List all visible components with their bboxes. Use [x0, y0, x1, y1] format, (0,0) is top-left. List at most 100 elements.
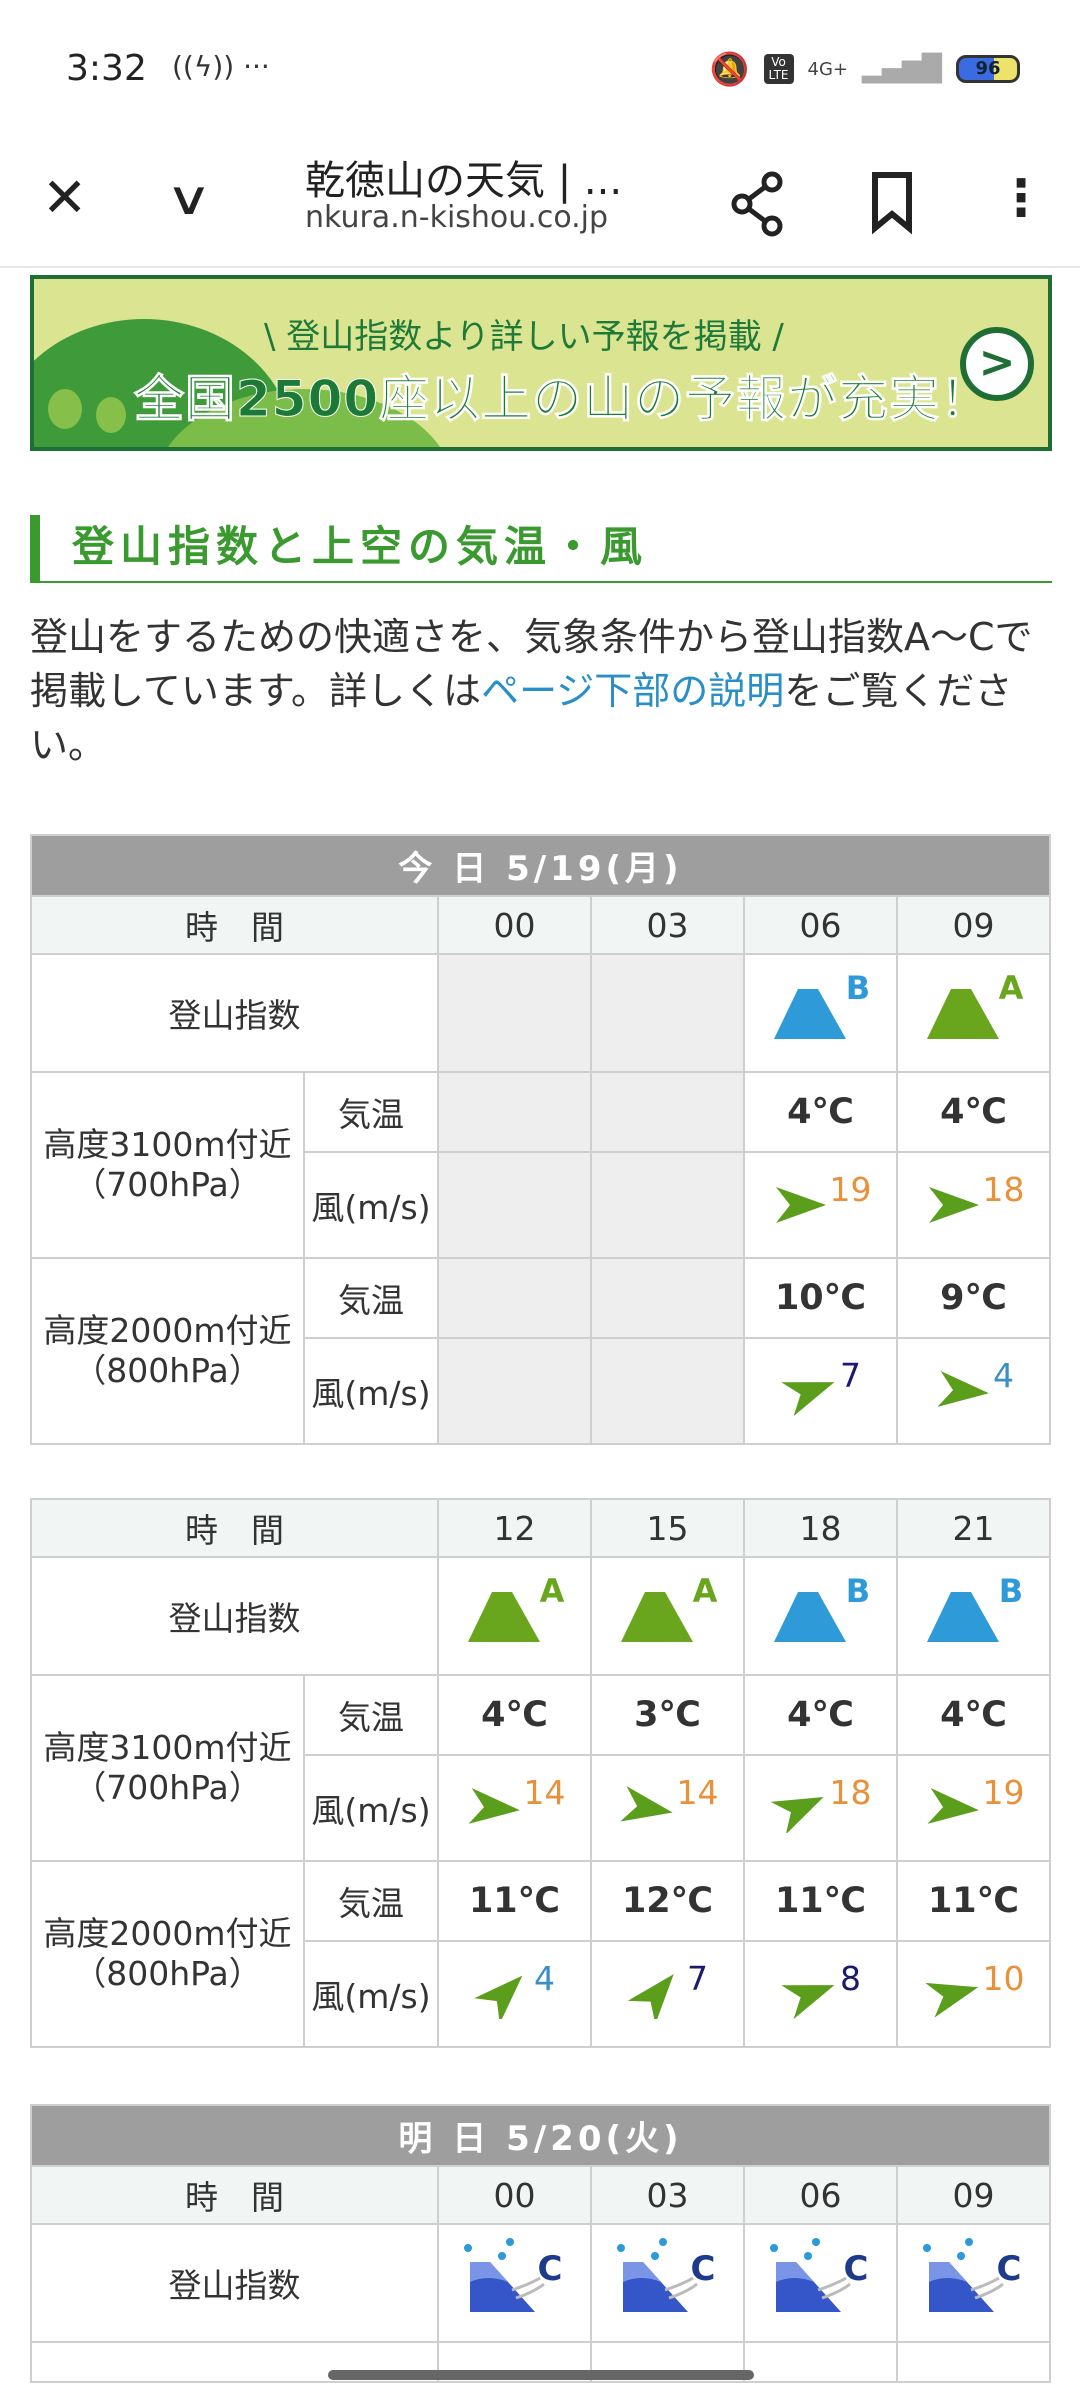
index-cell: C [896, 2223, 1051, 2343]
empty-cell [590, 1337, 745, 1445]
temp-cell: 4℃ [437, 1674, 592, 1756]
altitude-label: 高度2000m付近 （800hPa） [30, 1257, 305, 1445]
altitude: 高度3100m付近 [43, 1728, 292, 1767]
section-heading: 登山指数と上空の気温・風 [30, 515, 1052, 583]
time-cell: 03 [590, 895, 745, 955]
index-letter: C [843, 2249, 868, 2289]
index-label: 登山指数 [30, 953, 439, 1073]
temp-cell: 12℃ [590, 1860, 745, 1942]
browser-toolbar: ✕ ∨ 乾徳山の天気 | ... nkura.n-kishou.co.jp ⋮ [0, 140, 1080, 268]
temp-row: 高度3100m付近 （700hPa） 気温 4℃ 3℃ 4℃ 4℃ [30, 1674, 1051, 1862]
tree-icon [48, 389, 82, 429]
gesture-nav-bar[interactable] [328, 2370, 754, 2380]
index-letter: A [539, 1572, 564, 1610]
mute-bell-icon: 🔕 [709, 50, 750, 88]
temp-label: 気温 [303, 1071, 439, 1153]
temp-cell: 11℃ [437, 1860, 592, 1942]
altitude-label: 高度2000m付近 （800hPa） [30, 1860, 305, 2048]
climb-index-c-icon: C [769, 2238, 868, 2312]
wind-speed: 19 [829, 1169, 872, 1209]
wind-label: 風(m/s) [303, 1754, 439, 1862]
wind-cell: 18 [896, 1151, 1051, 1259]
day-header: 今 日 5/19(月) [30, 834, 1051, 897]
wind-speed: 18 [829, 1772, 872, 1812]
wind-arrow-icon [474, 1975, 523, 2024]
clock: 3:32 [66, 48, 147, 89]
wind-speed: 10 [982, 1958, 1025, 1998]
status-bar: 3:32 ((ϟ)) ··· 🔕 Vo LTE 4G+ ▂▄▆█ 96 [0, 0, 1080, 140]
wind-row: 風(m/s) 14 14 18 19 [31, 1754, 1051, 1862]
index-cell: C [437, 2223, 592, 2343]
time-cell: 06 [743, 895, 898, 955]
more-vert-icon[interactable]: ⋮ [996, 169, 1046, 227]
wind-row: 風(m/s) 7 4 [31, 1337, 1051, 1445]
index-letter: A [998, 969, 1023, 1007]
close-icon[interactable]: ✕ [42, 166, 88, 229]
temp-cell: 4℃ [896, 1674, 1051, 1756]
day-header-row: 明 日 5/20(火) [30, 2104, 1051, 2167]
temp-cell: 3℃ [590, 1674, 745, 1756]
wind-cell: 14 [437, 1754, 592, 1862]
climb-index-a-icon: A [620, 1572, 717, 1642]
altitude: 高度2000m付近 [43, 1311, 292, 1350]
wind-speed: 14 [523, 1772, 566, 1812]
temp-row: 高度2000m付近 （800hPa） 気温 11℃ 12℃ 11℃ 11℃ [30, 1860, 1051, 2048]
time-cell: 12 [437, 1498, 592, 1558]
index-cell: B [743, 953, 898, 1073]
index-letter: C [690, 2249, 715, 2289]
wind-cell: 10 [896, 1940, 1051, 2048]
index-letter: B [998, 1572, 1022, 1610]
forecast-table: 時 間 12 15 18 21 登山指数 A A B B 高度3100m付近 （700hPa） 気温 4℃… [30, 1498, 1051, 2048]
wind-arrow-icon [781, 1985, 835, 2020]
day-header: 明 日 5/20(火) [30, 2104, 1051, 2167]
bookmark-icon[interactable] [870, 170, 914, 236]
wind-arrow-icon [468, 1787, 520, 1824]
wind-arrow-icon [927, 1787, 979, 1824]
index-row: 登山指数 A A B B [30, 1556, 1051, 1676]
index-cell: B [896, 1556, 1051, 1676]
empty-cell [437, 1257, 592, 1339]
chevron-right-icon[interactable]: > [960, 327, 1034, 401]
altitude-label: 高度3100m付近 （700hPa） [30, 1674, 305, 1862]
share-icon[interactable] [728, 168, 788, 238]
empty-cell [590, 1071, 745, 1153]
wind-arrow-icon [781, 1382, 835, 1417]
pressure: （800hPa） [73, 1351, 262, 1390]
wind-cell: 18 [743, 1754, 898, 1862]
wind-speed: 7 [687, 1958, 708, 1998]
wind-speed: 4 [534, 1958, 555, 1998]
wind-arrow-icon [770, 1797, 824, 1835]
page-url[interactable]: nkura.n-kishou.co.jp [305, 200, 609, 235]
empty-cell [437, 953, 592, 1073]
index-cell: C [590, 2223, 745, 2343]
temp-cell: 4℃ [743, 1674, 898, 1756]
time-label: 時 間 [30, 2165, 439, 2225]
climb-index-b-icon: B [773, 1572, 870, 1642]
promo-banner[interactable]: \ 登山指数より詳しい予報を掲載 / 全国2500座以上の山の予報が充実！ > [30, 275, 1052, 451]
pressure: （800hPa） [73, 1954, 262, 1993]
time-cell: 18 [743, 1498, 898, 1558]
time-row: 時 間 00 03 06 09 [30, 2165, 1051, 2225]
temp-cell: 4℃ [896, 1071, 1051, 1153]
wind-arrow-icon [775, 1187, 826, 1223]
chevron-down-icon[interactable]: ∨ [165, 171, 213, 225]
empty-cell [437, 1337, 592, 1445]
wind-cell: 14 [590, 1754, 745, 1862]
empty-cell [590, 1151, 745, 1259]
time-cell: 00 [437, 895, 592, 955]
altitude: 高度3100m付近 [43, 1125, 292, 1164]
pressure: （700hPa） [73, 1768, 262, 1807]
explanation-link[interactable]: ページ下部の説明 [481, 669, 785, 713]
time-cell: 00 [437, 2165, 592, 2225]
description-text: 登山をするための快適さを、気象条件から登山指数A〜Cで掲載しています。詳しくは [30, 615, 1033, 713]
pressure: （700hPa） [73, 1165, 262, 1204]
battery-icon: 96 [956, 55, 1020, 83]
signal-icon: ▂▄▆█ [862, 54, 942, 84]
time-label: 時 間 [30, 1498, 439, 1558]
wind-speed: 18 [982, 1169, 1025, 1209]
banner-title: 全国2500座以上の山の予報が充実！ [133, 370, 992, 429]
index-cell: B [743, 1556, 898, 1676]
wind-arrow-icon [924, 1982, 978, 2018]
wind-speed: 19 [982, 1772, 1025, 1812]
temp-label: 気温 [303, 1860, 439, 1942]
